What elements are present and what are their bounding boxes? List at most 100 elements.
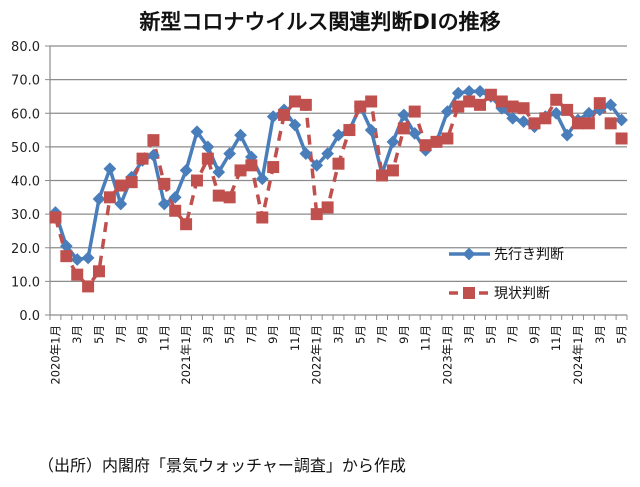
x-tick-label: 3月 xyxy=(462,325,476,344)
x-tick-label: 5月 xyxy=(484,325,498,344)
x-tick-label: 7月 xyxy=(114,325,128,344)
x-tick-label: 2024年1月 xyxy=(571,325,585,385)
current-point xyxy=(147,134,160,147)
current-point xyxy=(299,98,312,111)
forward-point xyxy=(147,148,160,162)
current-point xyxy=(310,208,323,221)
grid-lines xyxy=(50,45,627,282)
current-point xyxy=(49,211,62,224)
forward-point xyxy=(103,162,117,176)
x-tick-label: 9月 xyxy=(397,325,411,344)
legend-current-label: 現状判断 xyxy=(494,286,550,302)
forward-point xyxy=(157,197,171,211)
forward-point xyxy=(321,147,334,160)
y-tick-label: 30.0 xyxy=(11,208,40,223)
current-point xyxy=(136,152,149,165)
current-point xyxy=(365,95,378,108)
current-point xyxy=(441,132,454,145)
x-tick-label: 7月 xyxy=(375,325,389,344)
x-tick-label: 5月 xyxy=(615,325,629,344)
x-axis: 2020年1月 3月 5月 7月 9月 11月 2021年1月 3月 5月 7月 9月 11月 2022… xyxy=(48,46,629,385)
x-tick-label: 11月 xyxy=(549,325,563,351)
current-point xyxy=(561,103,574,116)
x-tick-label: 9月 xyxy=(527,325,541,344)
series-line-forward xyxy=(53,89,624,262)
current-point xyxy=(114,179,127,192)
current-point xyxy=(528,117,541,130)
x-tick-label: 9月 xyxy=(136,325,150,344)
forward-point xyxy=(299,147,313,160)
line-chart: 0.0 10.0 20.0 30.0 40.0 50.0 60.0 70.0 80.0 2020… xyxy=(11,40,629,385)
current-point xyxy=(506,100,519,113)
x-tick-label: 2020年1月 xyxy=(48,325,62,385)
forward-point xyxy=(201,140,215,154)
forward-point xyxy=(288,118,302,132)
current-point xyxy=(484,88,497,101)
x-tick-label: 7月 xyxy=(244,325,258,344)
forward-point xyxy=(408,127,422,140)
current-point xyxy=(343,124,356,137)
forward-point xyxy=(441,105,454,118)
current-point xyxy=(201,152,214,165)
x-tick-label: 5月 xyxy=(92,325,106,344)
current-point xyxy=(517,102,530,115)
x-tick-label: 11月 xyxy=(419,325,433,351)
x-tick-label: 11月 xyxy=(157,325,171,351)
current-point xyxy=(256,211,269,224)
x-tick-label: 7月 xyxy=(506,325,520,344)
x-tick-label: 3月 xyxy=(593,325,607,344)
current-point xyxy=(593,97,606,110)
current-point xyxy=(397,122,410,135)
x-tick-label: 5月 xyxy=(223,325,237,344)
current-point xyxy=(71,268,84,281)
forward-point xyxy=(92,192,106,206)
current-point xyxy=(452,100,465,113)
current-point xyxy=(158,177,171,190)
forward-point xyxy=(451,86,465,100)
current-point xyxy=(539,112,552,125)
current-point xyxy=(267,161,280,174)
forward-point xyxy=(397,108,411,122)
y-tick-label: 50.0 xyxy=(11,141,40,156)
current-point xyxy=(604,117,617,130)
x-tick-label: 3月 xyxy=(201,325,215,344)
y-tick-label: 40.0 xyxy=(11,175,40,190)
current-point xyxy=(386,164,399,177)
series-group xyxy=(49,85,628,293)
x-tick-label: 11月 xyxy=(288,325,302,351)
y-tick-label: 10.0 xyxy=(11,275,40,290)
x-tick-label: 2022年1月 xyxy=(310,325,324,385)
x-tick-label: 2023年1月 xyxy=(440,325,454,385)
current-point xyxy=(550,93,563,106)
current-point xyxy=(354,100,367,113)
x-tick-label: 9月 xyxy=(266,325,280,344)
current-point xyxy=(212,189,225,202)
forward-point xyxy=(462,85,476,98)
current-point xyxy=(332,157,345,170)
forward-point xyxy=(59,239,73,253)
forward-point xyxy=(255,172,269,186)
current-point xyxy=(376,169,389,182)
x-tick-label: 5月 xyxy=(353,325,367,344)
forward-point xyxy=(179,164,193,177)
x-tick-label: 3月 xyxy=(70,325,84,344)
forward-point xyxy=(266,110,280,123)
x-tick-label: 2021年1月 xyxy=(179,325,193,385)
current-point xyxy=(474,98,487,111)
forward-point xyxy=(364,123,378,137)
y-tick-label: 70.0 xyxy=(11,74,40,89)
forward-point xyxy=(114,197,128,211)
current-point xyxy=(169,204,182,217)
current-point xyxy=(495,95,508,108)
current-point xyxy=(408,105,421,118)
forward-point xyxy=(310,159,324,172)
legend-current-marker xyxy=(463,287,475,299)
y-tick-label: 60.0 xyxy=(11,107,40,122)
current-point xyxy=(82,280,95,293)
current-point xyxy=(582,117,595,130)
current-point xyxy=(92,265,105,278)
forward-point xyxy=(223,147,236,160)
current-point xyxy=(288,95,301,108)
current-point xyxy=(223,191,236,204)
forward-point xyxy=(473,85,487,98)
